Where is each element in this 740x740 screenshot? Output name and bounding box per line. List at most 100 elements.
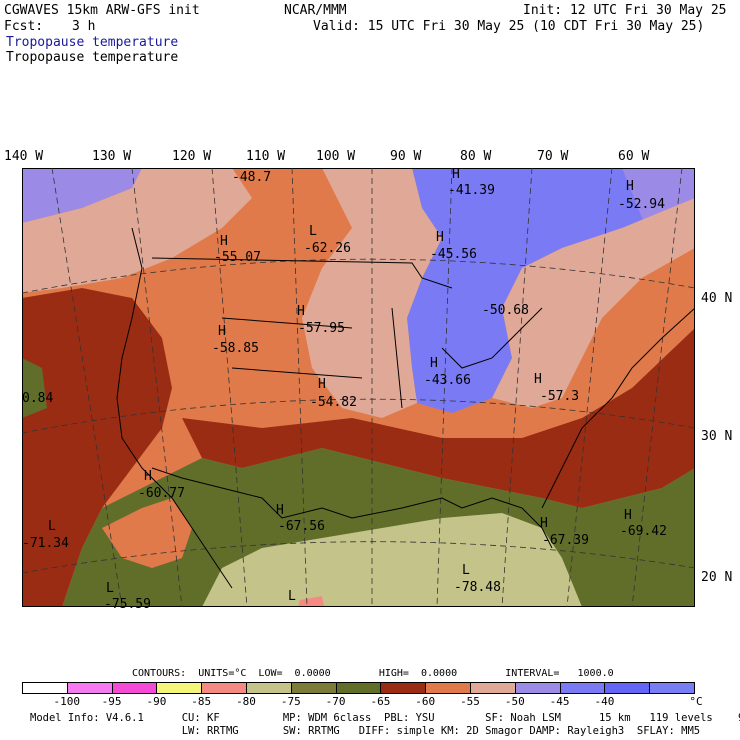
colorbar-tick-label: -50 <box>504 695 525 708</box>
colorbar-swatch <box>514 682 561 694</box>
extremum-label: H <box>624 508 632 523</box>
lat-label: 40 N <box>701 291 733 306</box>
colorbar-swatch <box>559 682 606 694</box>
model-title: CGWAVES 15km ARW-GFS init <box>4 3 200 18</box>
lon-label: 100 W <box>316 149 356 164</box>
extremum-label: -62.26 <box>304 241 351 256</box>
colorbar-tick-label: -85 <box>191 695 212 708</box>
extremum-label: H <box>297 304 305 319</box>
colorbar-swatch <box>201 682 247 694</box>
map-canvas <box>22 168 695 607</box>
fcst-value: 3 h <box>72 19 96 34</box>
contour-info: CONTOURS: UNITS=°C LOW= 0.0000 HIGH= 0.0… <box>132 668 614 679</box>
field-band-pink-spot <box>298 596 324 607</box>
field-band-violet-nw <box>22 168 142 223</box>
extremum-label: L <box>106 581 114 596</box>
fcst-label: Fcst: <box>4 19 44 34</box>
tropopause-temperature-map: -48.7 H -41.39 H -52.94 L -62.26 H -55.0… <box>22 167 695 611</box>
field-band-olive-pacific <box>22 358 47 418</box>
field-band-red-west <box>22 288 172 607</box>
extremum-label: H <box>318 377 326 392</box>
lon-label: 140 W <box>4 149 44 164</box>
extremum-label: -52.94 <box>618 197 665 212</box>
colorbar-swatch <box>380 682 427 694</box>
colorbar-swatch <box>425 682 471 694</box>
colorbar-swatch <box>66 682 113 694</box>
colorbar-tick-label: -95 <box>101 695 122 708</box>
lat-label: 20 N <box>701 570 733 585</box>
lon-label: 90 W <box>390 149 422 164</box>
extremum-label: H <box>144 469 152 484</box>
extremum-label: H <box>540 516 548 531</box>
field-band-pink-east <box>492 198 695 408</box>
colorbar-swatch <box>290 682 337 694</box>
extremum-label: H <box>430 356 438 371</box>
field-title-primary: Tropopause temperature <box>6 35 179 50</box>
extremum-label: -69.42 <box>620 524 667 539</box>
graticule <box>22 168 695 607</box>
extremum-label: H <box>220 234 228 249</box>
colorbar-tick-label: -45 <box>549 695 570 708</box>
colorbar-tick-label: -75 <box>280 695 301 708</box>
extremum-label: H <box>534 372 542 387</box>
init-time: Init: 12 UTC Fri 30 May 25 <box>523 3 727 18</box>
extremum-label: -48.7 <box>232 170 272 185</box>
extremum-label: L <box>48 519 56 534</box>
extremum-label: H <box>436 230 444 245</box>
colorbar-swatch <box>156 682 203 694</box>
lon-label: 60 W <box>618 149 650 164</box>
lon-label: 120 W <box>172 149 212 164</box>
colorbar-swatch <box>246 682 292 694</box>
colorbar-tick-label: -70 <box>325 695 346 708</box>
extremum-label: H <box>218 324 226 339</box>
extremum-label: -60.77 <box>138 486 185 501</box>
colorbar-unit: °C <box>689 695 703 708</box>
extremum-label: H <box>276 503 284 518</box>
field-band-orange-east <box>602 248 695 378</box>
colorbar-swatch <box>604 682 651 694</box>
colorbar-swatch <box>111 682 158 694</box>
valid-time: Valid: 15 UTC Fri 30 May 25 (10 CDT Fri … <box>313 19 705 34</box>
map-frame <box>22 168 695 607</box>
extremum-label: L <box>462 563 470 578</box>
lon-label: 110 W <box>246 149 286 164</box>
model-info-line1: Model Info: V4.6.1 CU: KF MP: WDM 6class… <box>30 712 740 724</box>
extremum-label: H <box>626 179 634 194</box>
extremum-label: H <box>452 167 460 182</box>
extremum-label: -43.66 <box>424 373 471 388</box>
colorbar-tick-label: -80 <box>236 695 256 708</box>
extremum-label: -55.07 <box>214 250 261 265</box>
model-info-line2: LW: RRTMG SW: RRTMG DIFF: simple KM: 2D … <box>30 725 701 737</box>
extremum-label: -45.56 <box>430 247 477 262</box>
field-title-secondary: Tropopause temperature <box>6 50 179 65</box>
colorbar-tick-label: -60 <box>415 695 436 708</box>
field-band-red-south <box>182 328 695 508</box>
extremum-label: -67.39 <box>542 533 589 548</box>
colorbar-tick-label: -65 <box>370 695 391 708</box>
field-band-pink-nw <box>22 168 252 293</box>
extremum-label: -57.3 <box>540 389 580 404</box>
colorbar-swatch <box>470 682 516 694</box>
colorbar-tick-label: -90 <box>146 695 167 708</box>
lon-label: 80 W <box>460 149 492 164</box>
extremum-label: -58.85 <box>212 341 259 356</box>
extremum-label: L <box>288 589 296 604</box>
extremum-label: L <box>309 224 317 239</box>
colorbar-tick-label: -40 <box>594 695 615 708</box>
extremum-label: -50.68 <box>482 303 529 318</box>
lon-label: 70 W <box>537 149 569 164</box>
extremum-label: -57.95 <box>298 321 345 336</box>
colorbar-tick-label: -55 <box>460 695 480 708</box>
extremum-label: -78.48 <box>454 580 501 595</box>
colorbar-swatch <box>22 682 68 694</box>
colorbar-swatch <box>335 682 382 694</box>
field-band-khaki-gulf <box>202 513 582 607</box>
coastlines <box>116 227 695 589</box>
field-band-blue-north <box>407 168 695 413</box>
extremum-label: 0.84 <box>22 391 54 406</box>
extremum-label: -75.59 <box>104 597 151 612</box>
field-band-salmon-mexico <box>102 498 192 568</box>
extremum-label: -67.56 <box>278 519 325 534</box>
colorbar-tick-label: -100 <box>53 695 81 708</box>
lon-label: 130 W <box>92 149 132 164</box>
